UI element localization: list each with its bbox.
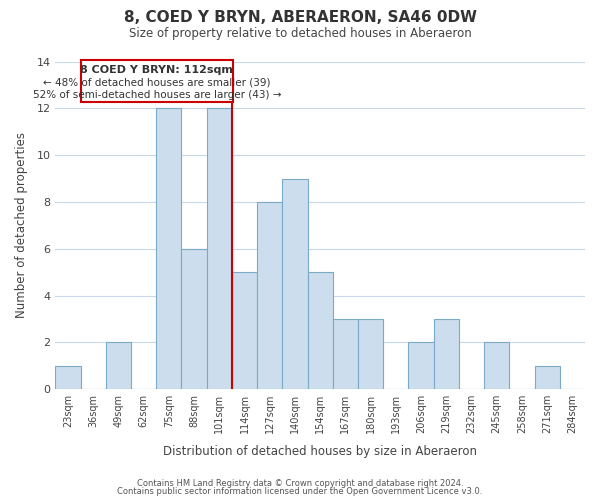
Bar: [484, 342, 509, 389]
Text: Size of property relative to detached houses in Aberaeron: Size of property relative to detached ho…: [128, 28, 472, 40]
Text: Contains public sector information licensed under the Open Government Licence v3: Contains public sector information licen…: [118, 487, 482, 496]
Bar: [206, 108, 232, 389]
Bar: [181, 248, 206, 389]
Bar: [232, 272, 257, 389]
Text: 8, COED Y BRYN, ABERAERON, SA46 0DW: 8, COED Y BRYN, ABERAERON, SA46 0DW: [124, 10, 476, 25]
Text: 52% of semi-detached houses are larger (43) →: 52% of semi-detached houses are larger (…: [32, 90, 281, 100]
Bar: [434, 319, 459, 389]
Bar: [409, 342, 434, 389]
X-axis label: Distribution of detached houses by size in Aberaeron: Distribution of detached houses by size …: [163, 444, 477, 458]
Bar: [333, 319, 358, 389]
Text: ← 48% of detached houses are smaller (39): ← 48% of detached houses are smaller (39…: [43, 77, 271, 87]
Bar: [358, 319, 383, 389]
Text: Contains HM Land Registry data © Crown copyright and database right 2024.: Contains HM Land Registry data © Crown c…: [137, 478, 463, 488]
Bar: [308, 272, 333, 389]
Bar: [156, 108, 181, 389]
FancyBboxPatch shape: [80, 60, 233, 102]
Bar: [257, 202, 283, 389]
Bar: [106, 342, 131, 389]
Bar: [283, 178, 308, 389]
Text: 8 COED Y BRYN: 112sqm: 8 COED Y BRYN: 112sqm: [80, 64, 233, 74]
Bar: [55, 366, 80, 389]
Bar: [535, 366, 560, 389]
Y-axis label: Number of detached properties: Number of detached properties: [15, 132, 28, 318]
